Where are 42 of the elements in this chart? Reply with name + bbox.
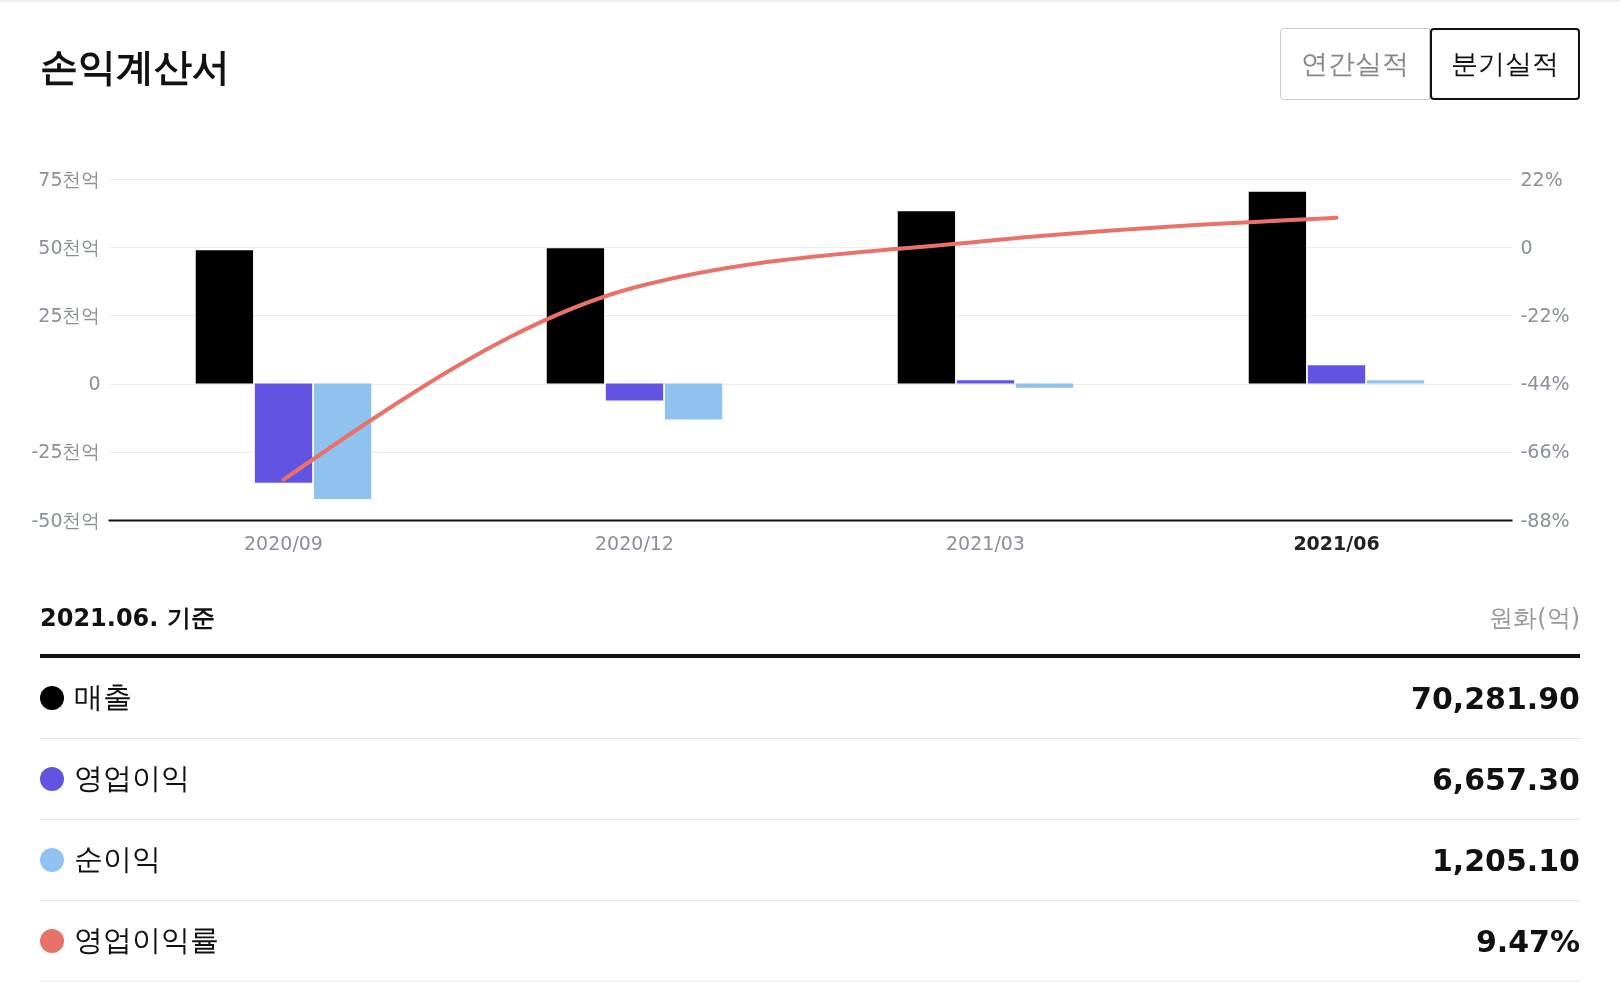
bar (195, 250, 254, 384)
text: 9.47% (1475, 923, 1580, 959)
legend-label: 영업이익률 (74, 922, 219, 959)
y-tick-label: 50천억 (38, 235, 101, 258)
x-tick-label: 2020/09 (244, 531, 323, 554)
bar (664, 383, 723, 420)
y-tick-label: 25천억 (38, 303, 101, 326)
bar (313, 383, 372, 499)
bar (605, 383, 664, 401)
legend-label: 매출 (74, 679, 132, 716)
bar (956, 380, 1015, 384)
text: 분기실적 (1430, 28, 1580, 100)
y2-tick-label: -88% (1520, 508, 1570, 531)
y2-tick-label: 0 (1520, 235, 1533, 258)
x-tick-label: 2020/12 (595, 531, 674, 554)
line-series (281, 215, 1339, 482)
chart-title: 손익계산서 (40, 44, 230, 91)
y2-tick-label: 22% (1520, 167, 1563, 190)
y2-tick-label: -22% (1520, 303, 1570, 326)
text: 70,281.90 (1411, 680, 1580, 716)
y-tick-label: 0 (88, 372, 101, 395)
y2-tick-label: -66% (1520, 440, 1570, 463)
y-tick-label: 75천억 (38, 167, 101, 190)
bar (254, 383, 313, 483)
x-tick-label: 2021/03 (946, 531, 1025, 554)
bar (1307, 365, 1366, 384)
bar (546, 248, 605, 384)
text: 원화(억) (1489, 603, 1580, 634)
x-tick-label: 2021/06 (1293, 531, 1380, 554)
text: 1,205.10 (1431, 842, 1580, 878)
bar (1366, 380, 1425, 384)
bar (897, 211, 956, 384)
y-tick-label: -50천억 (31, 508, 101, 531)
y2-tick-label: -44% (1520, 372, 1570, 395)
y-tick-label: -25천억 (31, 440, 101, 463)
text: 6,657.30 (1431, 761, 1580, 797)
legend-label: 영업이익 (74, 760, 190, 797)
legend-label: 순이익 (74, 841, 161, 878)
bar (1248, 191, 1307, 384)
bar (1015, 383, 1074, 388)
text: 연간실적 (1280, 28, 1430, 100)
text: 2021.06. 기준 (40, 603, 215, 634)
